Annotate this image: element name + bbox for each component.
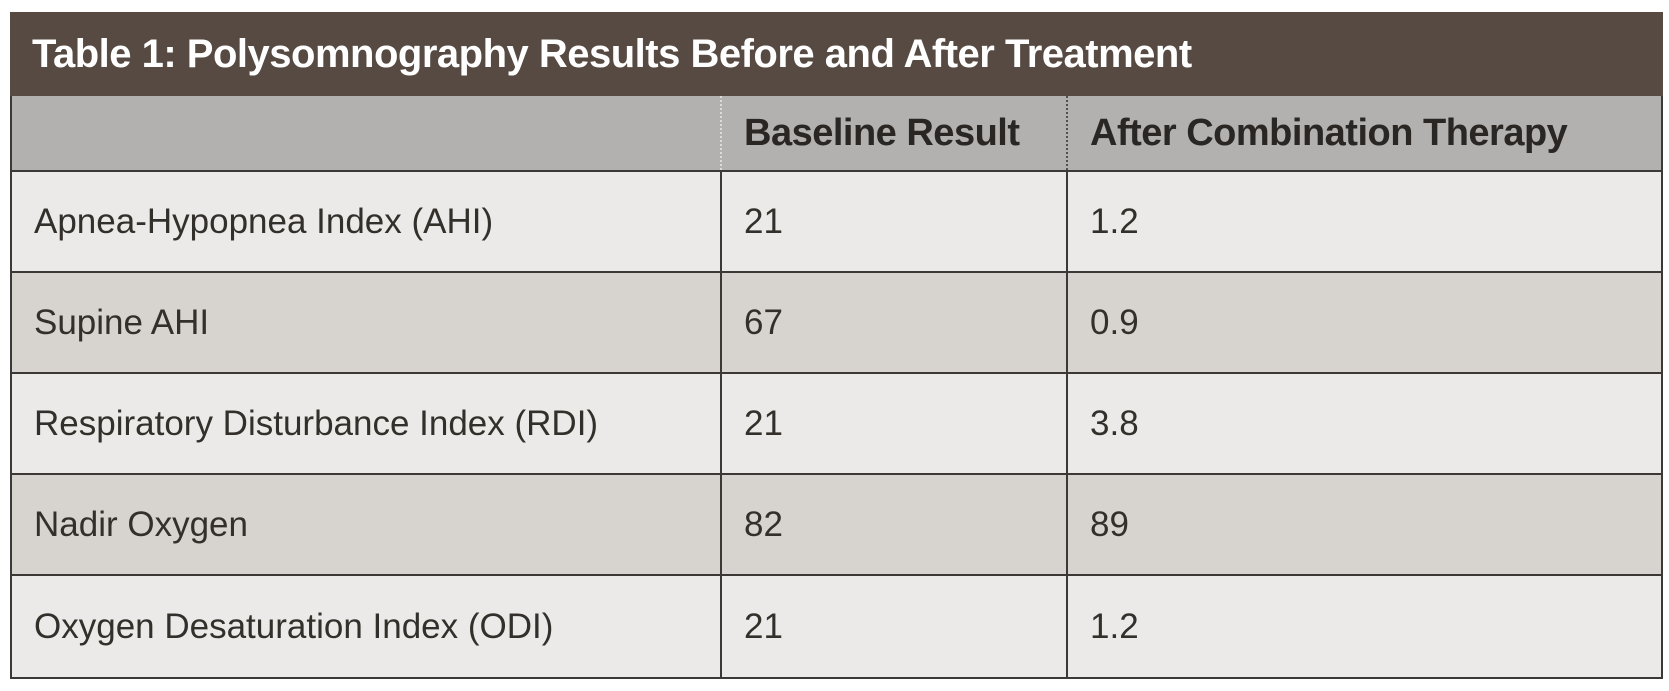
row-label-cell: Supine AHI [34, 302, 210, 342]
row-label-cell: Nadir Oxygen [34, 504, 248, 544]
after-value-cell: 1.2 [1066, 576, 1661, 677]
header-cell-baseline-result: Baseline Result [720, 96, 1066, 170]
header-cell-after-combination-therapy: After Combination Therapy [1066, 96, 1661, 170]
table-row: Supine AHI 67 0.9 [12, 273, 1661, 374]
after-value-cell: 3.8 [1066, 374, 1661, 473]
table-row: Apnea-Hypopnea Index (AHI) 21 1.2 [12, 172, 1661, 273]
baseline-value-cell: 21 [720, 576, 1066, 677]
table-header-row: Baseline Result After Combination Therap… [12, 96, 1661, 172]
table-row: Nadir Oxygen 82 89 [12, 475, 1661, 576]
table-title-bar: Table 1: Polysomnography Results Before … [10, 12, 1663, 96]
baseline-value-cell: 67 [720, 273, 1066, 372]
row-label-cell: Oxygen Desaturation Index (ODI) [34, 606, 554, 646]
table-row: Oxygen Desaturation Index (ODI) 21 1.2 [12, 576, 1661, 677]
table-row: Respiratory Disturbance Index (RDI) 21 3… [12, 374, 1661, 475]
after-value-cell: 89 [1066, 475, 1661, 574]
row-label-cell: Respiratory Disturbance Index (RDI) [34, 403, 599, 443]
table-title: Table 1: Polysomnography Results Before … [32, 31, 1192, 76]
table-grid: Baseline Result After Combination Therap… [10, 96, 1663, 679]
polysomnography-results-table: Table 1: Polysomnography Results Before … [10, 12, 1663, 679]
baseline-value-cell: 21 [720, 374, 1066, 473]
after-value-cell: 0.9 [1066, 273, 1661, 372]
header-cell-measure [12, 96, 720, 170]
baseline-value-cell: 82 [720, 475, 1066, 574]
baseline-value-cell: 21 [720, 172, 1066, 271]
row-label-cell: Apnea-Hypopnea Index (AHI) [34, 201, 494, 241]
after-value-cell: 1.2 [1066, 172, 1661, 271]
